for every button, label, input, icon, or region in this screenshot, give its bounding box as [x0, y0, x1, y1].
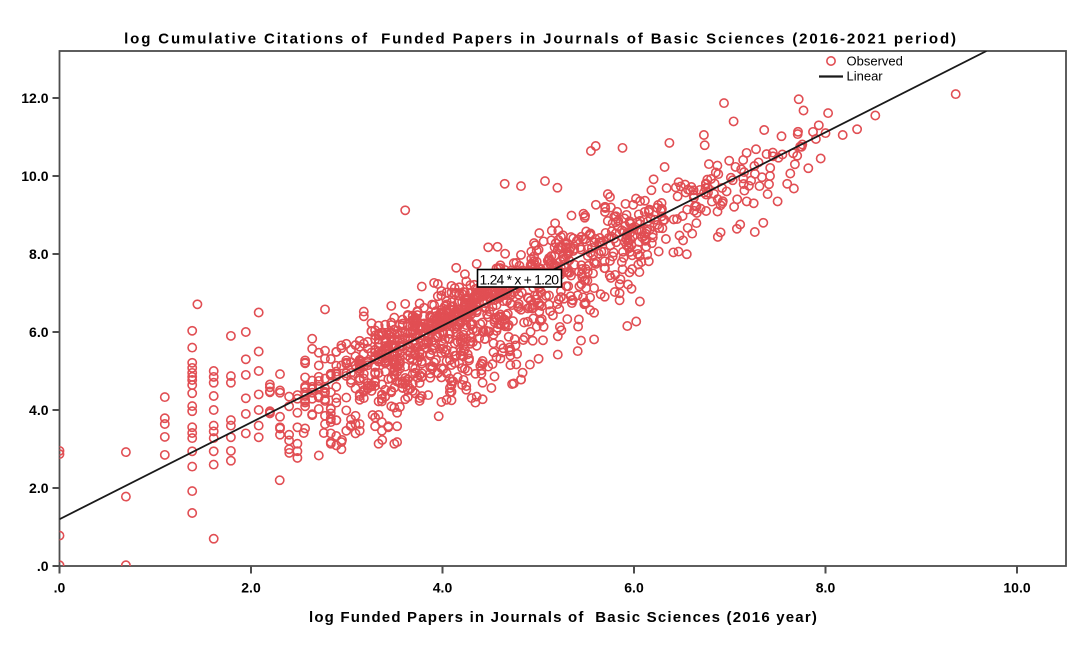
svg-text:6.0: 6.0	[29, 324, 49, 340]
svg-text:2.0: 2.0	[241, 580, 261, 596]
svg-text:Linear: Linear	[847, 69, 884, 84]
svg-text:log Funded Papers in Journals: log Funded Papers in Journals of Basic S…	[309, 609, 818, 626]
svg-text:1.24 * x + 1.20: 1.24 * x + 1.20	[480, 271, 560, 287]
svg-text:6.0: 6.0	[624, 580, 644, 596]
svg-text:.0: .0	[37, 558, 49, 574]
svg-text:8.0: 8.0	[29, 246, 49, 262]
svg-text:4.0: 4.0	[433, 580, 453, 596]
svg-text:10.0: 10.0	[21, 168, 48, 184]
svg-text:10.0: 10.0	[1003, 580, 1030, 596]
svg-text:2.0: 2.0	[29, 480, 49, 496]
svg-text:4.0: 4.0	[29, 402, 49, 418]
svg-text:log Cumulative Citations of F: log Cumulative Citations of Funded Paper…	[124, 31, 958, 48]
svg-text:.0: .0	[54, 580, 66, 596]
svg-text:12.0: 12.0	[21, 90, 48, 106]
svg-text:Observed: Observed	[847, 54, 903, 69]
svg-text:8.0: 8.0	[816, 580, 836, 596]
